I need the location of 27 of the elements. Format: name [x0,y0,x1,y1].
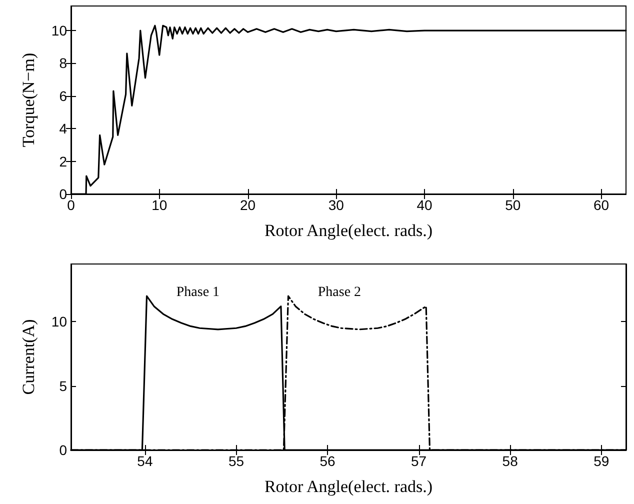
x-tick-label: 10 [152,197,168,213]
series-label: Phase 1 [176,284,220,300]
y-tick-label: 10 [51,22,68,39]
y-tick-label: 0 [59,186,68,202]
x-tick-label: 57 [411,453,427,469]
x-tick-label: 30 [328,197,344,213]
x-tick-label: 20 [240,197,256,213]
y-tick-label: 5 [59,378,68,394]
x-tick-label: 59 [594,453,610,469]
x-tick-label: 40 [416,197,432,213]
y-tick-label: 6 [59,88,68,104]
y-tick-label: 2 [59,153,68,170]
x-tick-label: 58 [502,453,518,469]
y-axis-title: Torque(N−m) [19,52,38,148]
x-tick-label: 60 [593,197,610,213]
x-tick-label: 56 [320,453,336,469]
x-tick-label: 54 [137,453,153,469]
y-tick-label: 0 [59,442,68,458]
y-tick-label: 4 [59,120,68,137]
y-axis-title: Current(A) [19,319,38,395]
y-tick-label: 8 [59,55,68,72]
x-axis-title: Rotor Angle(elect. rads.) [264,477,433,496]
x-axis-title: Rotor Angle(elect. rads.) [264,221,433,240]
x-tick-label: 55 [228,453,244,469]
x-tick-label: 50 [505,197,521,213]
series-label: Phase 2 [318,284,362,300]
y-tick-label: 10 [51,314,68,330]
